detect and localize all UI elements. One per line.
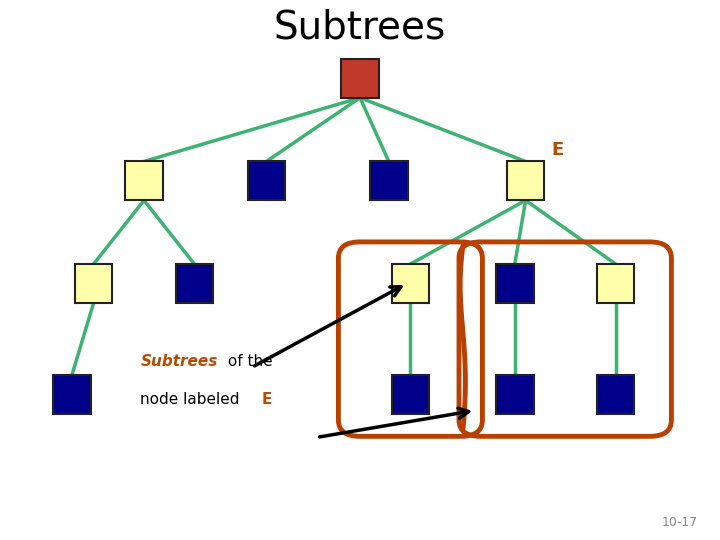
FancyBboxPatch shape <box>597 264 634 303</box>
Text: 10-17: 10-17 <box>662 516 698 529</box>
Text: of the: of the <box>223 354 273 369</box>
Text: E: E <box>552 141 564 159</box>
FancyBboxPatch shape <box>125 161 163 200</box>
FancyBboxPatch shape <box>597 375 634 414</box>
FancyBboxPatch shape <box>248 161 285 200</box>
Text: Subtrees: Subtrees <box>140 354 217 369</box>
FancyBboxPatch shape <box>392 375 429 414</box>
FancyBboxPatch shape <box>341 59 379 98</box>
FancyBboxPatch shape <box>75 264 112 303</box>
Text: E: E <box>261 392 271 407</box>
FancyBboxPatch shape <box>507 161 544 200</box>
Text: Subtrees: Subtrees <box>274 8 446 46</box>
FancyBboxPatch shape <box>496 375 534 414</box>
FancyBboxPatch shape <box>392 264 429 303</box>
FancyBboxPatch shape <box>176 264 213 303</box>
Text: node labeled: node labeled <box>140 392 245 407</box>
FancyBboxPatch shape <box>370 161 408 200</box>
FancyBboxPatch shape <box>496 264 534 303</box>
FancyBboxPatch shape <box>53 375 91 414</box>
